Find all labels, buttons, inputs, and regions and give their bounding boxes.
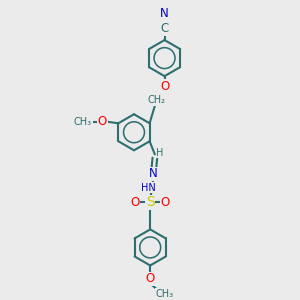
Text: CH₃: CH₃	[74, 117, 92, 127]
Text: CH₂: CH₂	[147, 95, 165, 105]
Text: O: O	[161, 196, 170, 209]
Text: N: N	[160, 7, 169, 20]
Text: O: O	[160, 80, 169, 93]
Text: S: S	[146, 195, 154, 209]
Text: O: O	[98, 115, 107, 128]
Text: C: C	[160, 22, 169, 35]
Text: O: O	[146, 272, 155, 285]
Text: H: H	[156, 148, 164, 158]
Text: O: O	[130, 196, 140, 209]
Text: N: N	[149, 167, 158, 180]
Text: HN: HN	[141, 183, 156, 193]
Text: CH₃: CH₃	[155, 289, 173, 299]
